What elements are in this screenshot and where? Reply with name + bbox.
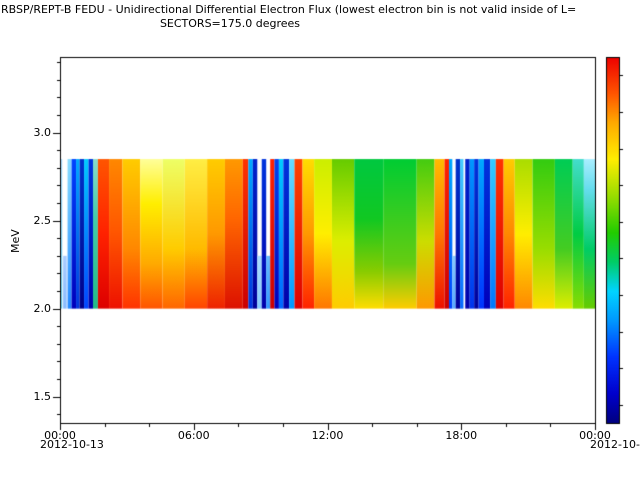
plot-subtitle: SECTORS=175.0 degrees [159,17,301,30]
y-axis-label: MeV [9,229,22,253]
x-tick-label: 00:00 [44,429,76,442]
y-tick-label: 2.0 [33,301,52,315]
x-axis-date-start: 2012-10-13 [40,438,104,451]
x-tick-label: 18:00 [445,429,478,442]
plot-title: RBSP/REPT-B FEDU - Unidirectional Differ… [1,3,577,16]
x-axis-date-end: 2012-10-1 [590,438,640,451]
x-tick-label: 06:00 [177,429,210,442]
y-tick-label: 3.0 [33,125,52,139]
y-tick-label: 1.5 [33,389,52,403]
y-tick-label: 2.5 [33,213,52,227]
x-tick-label: 00:00 [579,429,611,442]
x-tick-label: 12:00 [311,429,344,442]
